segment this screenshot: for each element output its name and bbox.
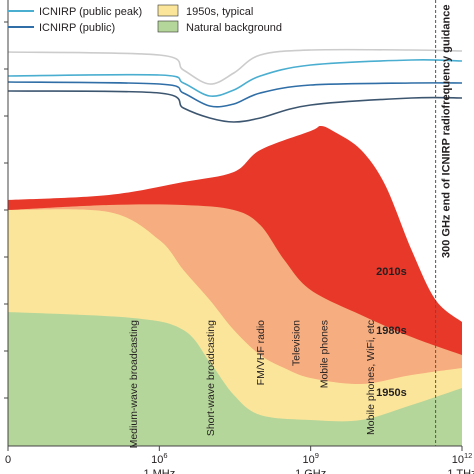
guidance-marker: 300 GHz end of ICNIRP radiofrequency gui… xyxy=(435,0,453,446)
line-icnirp-public xyxy=(7,81,463,108)
x-tick-sublabel: 1 MHz xyxy=(143,468,175,474)
guidance-label: 300 GHz end of ICNIRP radiofrequency gui… xyxy=(441,5,453,258)
source-label-medium-wave-broadcasting: Medium-wave broadcasting xyxy=(128,320,140,449)
exposure-areas xyxy=(8,125,462,447)
band-label-1980s: 1980s xyxy=(376,325,407,337)
limit-line-4 xyxy=(7,90,463,123)
x-tick-sublabel: 1 THz xyxy=(447,468,474,474)
icnirp-lines xyxy=(7,48,463,123)
x-tick-label: 109 xyxy=(302,451,318,466)
band-label-2010s: 2010s xyxy=(376,266,407,278)
source-label-short-wave-broadcasting: Short-wave broadcasting xyxy=(205,320,217,436)
x-tick-label: 0 xyxy=(5,454,11,466)
legend: ICNIRP (public peak) ICNIRP (public) 1950s… xyxy=(8,4,282,34)
source-label-television: Television xyxy=(290,320,302,366)
source-label-mobile-phones: Mobile phones xyxy=(319,320,331,388)
band-label-1950s: 1950s xyxy=(376,387,407,399)
x-axis: 0 106 1 MHz 109 1 GHz 1012 1 THz xyxy=(5,445,474,474)
line-icnirp-public-peak xyxy=(7,59,463,98)
chart-labels: 2010s 1980s 1950s Medium-wave broadcasting S… xyxy=(128,266,407,448)
x-tick-label: 106 xyxy=(151,451,167,466)
legend-swatch-patch xyxy=(157,4,179,17)
limit-line-1 xyxy=(7,48,463,85)
source-label-fm-vhf-radio: FM/VHF radio xyxy=(255,320,267,386)
x-tick-label: 1012 xyxy=(452,451,473,466)
legend-label-icnirp-public: ICNIRP (public) xyxy=(39,22,115,34)
legend-swatch-patch xyxy=(157,20,179,33)
x-tick-sublabel: 1 GHz xyxy=(295,468,326,474)
area-natural-background xyxy=(8,312,462,446)
y-axis xyxy=(4,0,9,446)
legend-label-icnirp-public-peak: ICNIRP (public peak) xyxy=(39,6,142,18)
legend-label-1950s-typical: 1950s, typical xyxy=(186,6,253,18)
source-label-mobile-phones-wifi-etc: Mobile phones, WiFi, etc xyxy=(365,320,377,435)
legend-label-natural-background: Natural background xyxy=(186,22,282,34)
